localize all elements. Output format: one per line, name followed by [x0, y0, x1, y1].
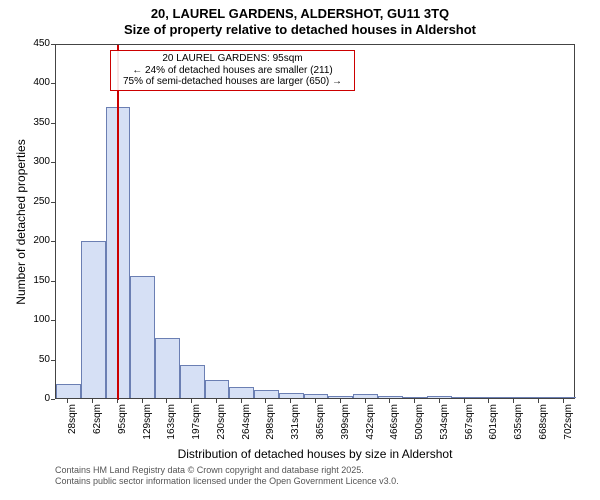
- bar: [205, 380, 230, 398]
- bar: [328, 396, 353, 398]
- bar: [502, 397, 527, 398]
- x-tick-mark: [290, 399, 291, 403]
- bar: [477, 397, 502, 398]
- bar: [378, 396, 403, 398]
- y-tick-mark: [51, 281, 55, 282]
- bar: [452, 397, 477, 398]
- x-tick-mark: [340, 399, 341, 403]
- x-tick-mark: [166, 399, 167, 403]
- title-line-1: 20, LAUREL GARDENS, ALDERSHOT, GU11 3TQ: [0, 6, 600, 22]
- x-tick-label: 331sqm: [290, 404, 301, 444]
- x-tick-label: 702sqm: [563, 404, 574, 444]
- bar: [304, 394, 329, 398]
- x-tick-mark: [488, 399, 489, 403]
- x-tick-mark: [92, 399, 93, 403]
- bar: [155, 338, 180, 398]
- bar: [403, 397, 428, 398]
- y-tick-label: 450: [20, 38, 50, 49]
- highlight-marker-line: [117, 45, 119, 400]
- x-tick-mark: [265, 399, 266, 403]
- y-tick-label: 350: [20, 117, 50, 128]
- y-tick-label: 250: [20, 196, 50, 207]
- x-tick-label: 399sqm: [340, 404, 351, 444]
- annotation-line-3: 75% of semi-detached houses are larger (…: [116, 76, 349, 88]
- x-tick-mark: [365, 399, 366, 403]
- x-tick-mark: [191, 399, 192, 403]
- x-tick-label: 466sqm: [389, 404, 400, 444]
- x-tick-label: 432sqm: [365, 404, 376, 444]
- x-tick-label: 668sqm: [538, 404, 549, 444]
- x-tick-mark: [216, 399, 217, 403]
- x-tick-mark: [439, 399, 440, 403]
- x-tick-label: 264sqm: [241, 404, 252, 444]
- bar: [427, 396, 452, 398]
- x-tick-mark: [563, 399, 564, 403]
- x-tick-label: 601sqm: [488, 404, 499, 444]
- y-axis-label: Number of detached properties: [14, 122, 28, 322]
- x-tick-label: 95sqm: [117, 404, 128, 444]
- footer-attribution: Contains HM Land Registry data © Crown c…: [55, 465, 399, 487]
- chart-plot-area: [55, 44, 575, 399]
- bar: [130, 276, 155, 398]
- bar: [279, 393, 304, 398]
- y-tick-label: 200: [20, 235, 50, 246]
- bar: [254, 390, 279, 398]
- y-tick-mark: [51, 320, 55, 321]
- y-tick-label: 50: [20, 354, 50, 365]
- x-tick-mark: [67, 399, 68, 403]
- y-tick-label: 300: [20, 156, 50, 167]
- y-tick-mark: [51, 44, 55, 45]
- x-tick-label: 298sqm: [265, 404, 276, 444]
- y-tick-mark: [51, 83, 55, 84]
- x-tick-label: 365sqm: [315, 404, 326, 444]
- x-tick-mark: [464, 399, 465, 403]
- footer-line-2: Contains public sector information licen…: [55, 476, 399, 486]
- title-line-2: Size of property relative to detached ho…: [0, 22, 600, 38]
- x-tick-label: 28sqm: [67, 404, 78, 444]
- x-tick-mark: [315, 399, 316, 403]
- bar: [81, 241, 106, 398]
- y-tick-label: 400: [20, 77, 50, 88]
- y-tick-mark: [51, 241, 55, 242]
- y-tick-label: 150: [20, 275, 50, 286]
- x-tick-label: 500sqm: [414, 404, 425, 444]
- x-tick-label: 635sqm: [513, 404, 524, 444]
- x-axis-label: Distribution of detached houses by size …: [55, 447, 575, 461]
- bar: [353, 394, 378, 398]
- x-tick-mark: [389, 399, 390, 403]
- x-tick-label: 129sqm: [142, 404, 153, 444]
- footer-line-1: Contains HM Land Registry data © Crown c…: [55, 465, 364, 475]
- y-tick-mark: [51, 123, 55, 124]
- x-tick-mark: [414, 399, 415, 403]
- x-tick-mark: [513, 399, 514, 403]
- x-tick-mark: [538, 399, 539, 403]
- y-tick-mark: [51, 202, 55, 203]
- y-tick-mark: [51, 399, 55, 400]
- x-tick-label: 534sqm: [439, 404, 450, 444]
- x-tick-label: 62sqm: [92, 404, 103, 444]
- bar: [180, 365, 205, 398]
- y-tick-label: 100: [20, 314, 50, 325]
- annotation-callout: 20 LAUREL GARDENS: 95sqm ← 24% of detach…: [110, 50, 355, 91]
- bar: [526, 397, 551, 398]
- bar: [229, 387, 254, 398]
- y-tick-mark: [51, 162, 55, 163]
- y-tick-label: 0: [20, 393, 50, 404]
- x-tick-mark: [241, 399, 242, 403]
- x-tick-label: 163sqm: [166, 404, 177, 444]
- x-tick-mark: [117, 399, 118, 403]
- y-tick-mark: [51, 360, 55, 361]
- x-tick-label: 567sqm: [464, 404, 475, 444]
- annotation-line-1: 20 LAUREL GARDENS: 95sqm: [116, 53, 349, 65]
- bar: [56, 384, 81, 398]
- x-tick-label: 230sqm: [216, 404, 227, 444]
- x-tick-mark: [142, 399, 143, 403]
- bar: [551, 397, 576, 398]
- x-tick-label: 197sqm: [191, 404, 202, 444]
- annotation-line-2: ← 24% of detached houses are smaller (21…: [116, 65, 349, 77]
